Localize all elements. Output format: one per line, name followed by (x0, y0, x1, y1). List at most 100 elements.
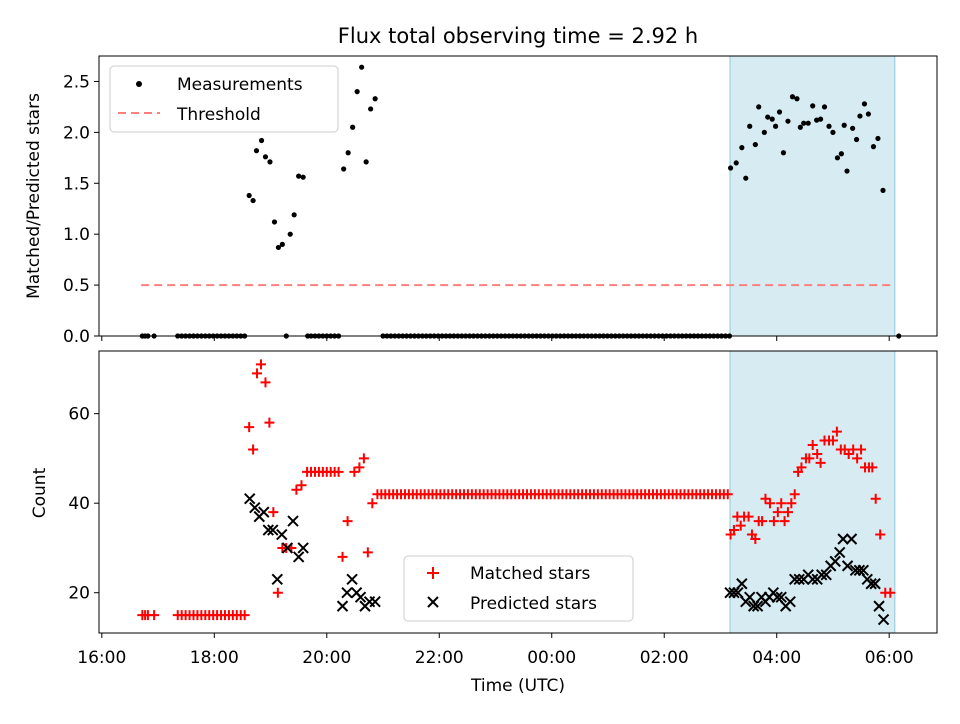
measurements-point (830, 129, 836, 135)
predicted-stars-point (346, 573, 358, 585)
measurements-point (733, 160, 739, 166)
matched-stars-point (885, 587, 896, 598)
predicted-stars-point (747, 600, 760, 612)
chart-title: Flux total observing time = 2.92 h (338, 24, 698, 48)
predicted-stars-point (267, 524, 279, 536)
legend-predicted-marker (427, 596, 439, 608)
count-legend-box (403, 555, 634, 622)
matched-stars-point (248, 444, 259, 455)
measurements-point (727, 165, 734, 171)
matched-stars-point (786, 498, 797, 509)
predicted-stars-point (292, 551, 305, 563)
measurements-point (844, 168, 850, 174)
measurements-point (300, 174, 306, 180)
measurements-point (810, 103, 816, 109)
predicted-stars-point (793, 573, 805, 585)
x-tick-label: 00:00 (527, 648, 576, 668)
predicted-stars-point (815, 569, 828, 581)
measurements-point (291, 212, 297, 218)
matched-stars-point (796, 462, 807, 473)
matched-stars-point (827, 435, 838, 446)
measurements-point (841, 122, 847, 128)
matched-stars-point (815, 457, 826, 468)
legend-measurements-label: Measurements (177, 75, 303, 95)
matched-stars-point (779, 516, 790, 527)
y-tick-label: 40 (68, 494, 90, 514)
predicted-stars-point (789, 573, 801, 585)
count-marks (137, 359, 896, 626)
count-y-ticks: 20 40 60 (68, 405, 99, 604)
measurements-point (267, 159, 273, 165)
predicted-stars-point (841, 560, 854, 572)
matched-stars-point (239, 610, 250, 621)
legend-matched-label: Matched stars (470, 564, 590, 584)
matched-stars-point (852, 453, 863, 464)
ratio-y-ticks: 0.0 0.5 1.0 1.5 2.0 2.5 (63, 72, 99, 347)
count-axes-frame (98, 350, 938, 634)
measurements-point (258, 137, 265, 144)
predicted-stars-point (820, 569, 832, 581)
measurements-point (262, 154, 269, 160)
measurements-point (772, 123, 779, 129)
predicted-stars-point (271, 573, 283, 585)
predicted-stars-point (829, 555, 841, 568)
measurements-point (801, 120, 807, 126)
measurements-point (865, 111, 871, 117)
y-tick-label: 60 (68, 405, 90, 425)
predicted-stars-point (249, 501, 261, 514)
matched-stars-point (272, 587, 283, 598)
predicted-stars-point (869, 578, 881, 590)
predicted-stars-point (853, 564, 866, 577)
matched-stars-point (735, 520, 746, 531)
matched-stars-point (772, 507, 783, 518)
measurements-point (838, 151, 844, 157)
matched-stars-point (358, 453, 369, 464)
x-tick-label: 16:00 (77, 648, 126, 668)
x-tick-label: 04:00 (752, 648, 801, 668)
matched-stars-point (843, 448, 854, 459)
highlight-span (729, 55, 896, 337)
measurements-point (780, 150, 787, 156)
predicted-stars-point (244, 493, 256, 505)
predicted-stars-point (341, 587, 353, 599)
count-x-ticks: 16:00 18:00 20:00 22:00 00:00 02:00 04:00 06:00 (77, 633, 914, 668)
measurements-point (279, 241, 285, 247)
matched-stars-point (722, 489, 733, 500)
y-tick-label: 0.0 (63, 327, 90, 347)
measurements-point (345, 150, 351, 156)
predicted-stars-point (732, 587, 744, 599)
measurements-point (797, 124, 803, 130)
measurements-point (372, 96, 378, 102)
x-tick-label: 18:00 (190, 648, 239, 668)
matched-stars-point (244, 422, 255, 433)
x-axis-label: Time (UTC) (470, 676, 565, 696)
matched-stars-point (768, 516, 779, 527)
y-tick-label: 2.0 (63, 123, 90, 143)
predicted-stars-point (837, 533, 849, 545)
measurements-point (739, 145, 745, 151)
predicted-stars-point (297, 542, 309, 554)
ratio-legend: Measurements Threshold (109, 65, 339, 133)
y-tick-label: 0.5 (63, 276, 90, 296)
matched-stars-point (807, 440, 818, 450)
measurements-point (794, 96, 800, 102)
matched-stars-point (776, 498, 787, 509)
predicted-stars-point (354, 591, 367, 603)
matched-stars-point (782, 507, 793, 518)
matched-stars-point (743, 511, 754, 522)
matched-stars-point (764, 498, 775, 509)
predicted-stars-point (262, 524, 274, 536)
measurements-point (743, 175, 749, 181)
measurements-point (368, 106, 374, 112)
measurements-point (785, 118, 791, 124)
predicted-stars-point (287, 515, 299, 527)
measurements-point (363, 159, 369, 165)
measurements-point (814, 117, 820, 123)
predicted-stars-point (775, 591, 787, 603)
predicted-stars-point (806, 573, 819, 585)
matched-stars-point (831, 426, 842, 437)
matched-stars-point (804, 453, 815, 464)
x-tick-label: 02:00 (640, 648, 689, 668)
matched-stars-point (149, 610, 160, 621)
